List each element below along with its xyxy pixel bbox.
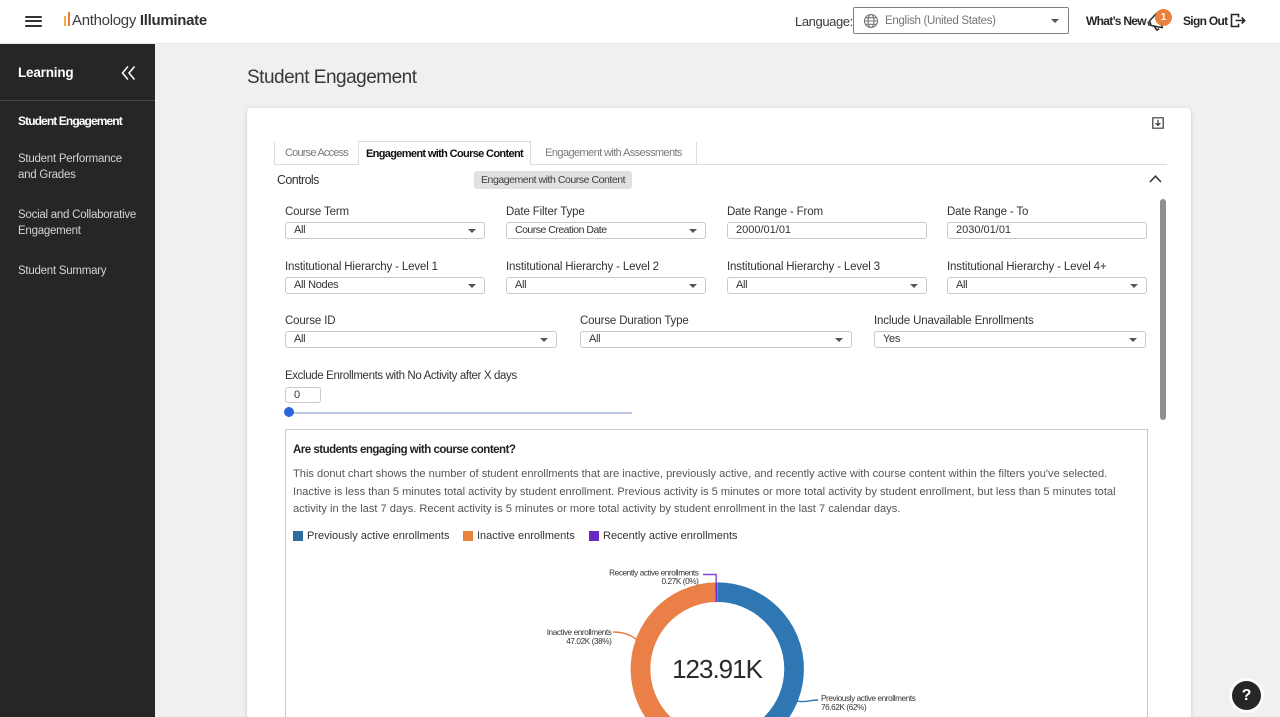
svg-text:123.91K: 123.91K — [672, 654, 764, 684]
svg-text:Inactive enrollments: Inactive enrollments — [547, 628, 612, 637]
svg-text:Previously active enrollments: Previously active enrollments — [821, 694, 916, 703]
svg-text:0.27K (0%): 0.27K (0%) — [662, 577, 700, 586]
svg-text:47.02K (38%): 47.02K (38%) — [566, 637, 612, 646]
svg-text:Recently active enrollments: Recently active enrollments — [609, 569, 699, 578]
svg-text:76.62K (62%): 76.62K (62%) — [821, 703, 867, 712]
